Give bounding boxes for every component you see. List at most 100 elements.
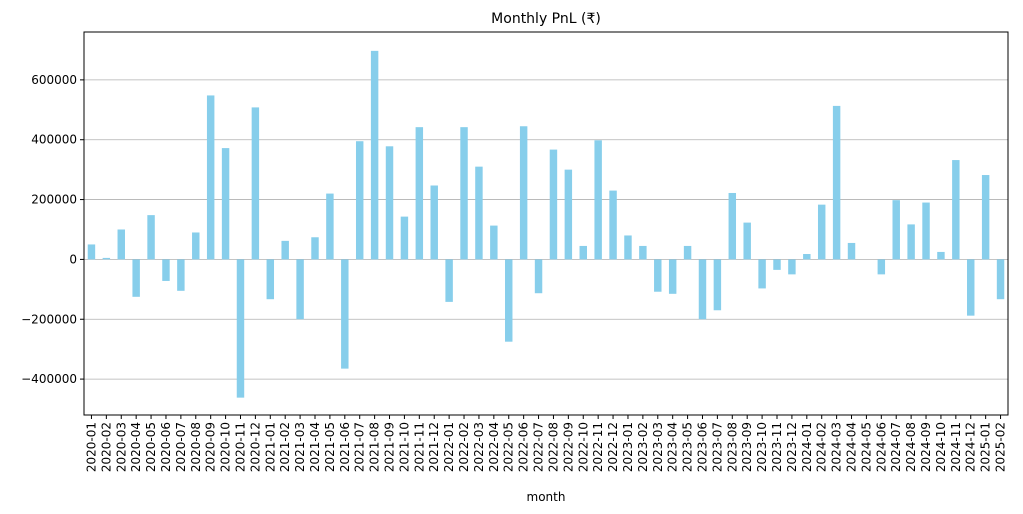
y-tick-label: 400000 bbox=[31, 133, 77, 147]
bar bbox=[102, 257, 111, 260]
bar bbox=[639, 245, 647, 260]
x-tick-label: 2025-01 bbox=[979, 422, 993, 472]
bar bbox=[549, 149, 558, 260]
bar bbox=[236, 259, 245, 398]
bar bbox=[773, 259, 781, 270]
x-tick-label: 2022-02 bbox=[457, 422, 471, 472]
x-tick-label: 2022-12 bbox=[606, 422, 620, 472]
x-tick-label: 2022-11 bbox=[591, 422, 605, 472]
x-tick-label: 2023-12 bbox=[785, 422, 799, 472]
bar bbox=[952, 160, 960, 260]
bar bbox=[221, 148, 230, 260]
x-axis: 2020-01 2020-02 2020-03 2020-04 2020-05 2020-… bbox=[84, 415, 1008, 472]
x-tick-label: 2023-01 bbox=[621, 422, 635, 472]
bar bbox=[370, 50, 379, 260]
bar bbox=[192, 232, 200, 260]
x-tick-label: 2023-07 bbox=[710, 422, 724, 472]
x-tick-label: 2022-10 bbox=[576, 422, 590, 472]
x-tick-label: 2023-11 bbox=[770, 422, 784, 472]
bar bbox=[594, 140, 602, 260]
bar bbox=[251, 107, 260, 260]
x-tick-label: 2022-08 bbox=[546, 422, 560, 472]
x-tick-label: 2021-03 bbox=[293, 422, 307, 472]
bar bbox=[147, 215, 155, 260]
x-tick-label: 2024-01 bbox=[800, 422, 814, 472]
bar bbox=[624, 235, 632, 260]
bar bbox=[654, 259, 662, 292]
x-tick-label: 2023-06 bbox=[695, 422, 709, 472]
bar bbox=[445, 259, 453, 302]
bar bbox=[981, 175, 990, 260]
x-tick-label: 2021-04 bbox=[308, 422, 322, 472]
bar bbox=[788, 259, 796, 275]
x-tick-label: 2021-08 bbox=[368, 422, 382, 472]
x-tick-label: 2022-07 bbox=[532, 422, 546, 472]
bars-group bbox=[87, 50, 1005, 398]
bar bbox=[907, 224, 915, 260]
x-tick-label: 2024-10 bbox=[934, 422, 948, 472]
x-tick-label: 2021-11 bbox=[412, 422, 426, 472]
x-tick-label: 2021-10 bbox=[397, 422, 411, 472]
bar bbox=[817, 204, 826, 260]
bar bbox=[87, 244, 96, 260]
bar bbox=[475, 166, 483, 260]
bar bbox=[355, 141, 364, 260]
bar bbox=[430, 185, 438, 260]
bar bbox=[117, 229, 125, 260]
chart-title: Monthly PnL (₹) bbox=[491, 11, 601, 27]
x-tick-label: 2024-06 bbox=[874, 422, 888, 472]
x-tick-label: 2024-11 bbox=[949, 422, 963, 472]
x-tick-label: 2023-04 bbox=[666, 422, 680, 472]
x-tick-label: 2023-09 bbox=[740, 422, 754, 472]
x-tick-label: 2020-11 bbox=[233, 422, 247, 472]
bar bbox=[698, 259, 707, 320]
bar bbox=[460, 127, 468, 260]
x-tick-label: 2020-09 bbox=[204, 422, 218, 472]
bar bbox=[519, 126, 528, 260]
y-tick-label: 200000 bbox=[31, 193, 77, 207]
y-axis: −400000 −200000 0 200000 400000 600000 bbox=[21, 73, 84, 386]
x-tick-label: 2021-05 bbox=[323, 422, 337, 472]
x-tick-label: 2022-03 bbox=[472, 422, 486, 472]
bar bbox=[132, 259, 140, 297]
x-tick-label: 2024-02 bbox=[815, 422, 829, 472]
x-tick-label: 2024-04 bbox=[845, 422, 859, 472]
x-tick-label: 2022-09 bbox=[561, 422, 575, 472]
x-tick-label: 2021-07 bbox=[353, 422, 367, 472]
x-tick-label: 2021-06 bbox=[338, 422, 352, 472]
x-tick-label: 2023-10 bbox=[755, 422, 769, 472]
x-tick-label: 2021-01 bbox=[263, 422, 277, 472]
bar bbox=[490, 225, 498, 260]
bar bbox=[922, 202, 930, 260]
y-tick-label: −200000 bbox=[21, 312, 77, 326]
bar bbox=[281, 240, 289, 260]
bar bbox=[415, 127, 424, 260]
bar bbox=[713, 259, 722, 311]
bar bbox=[683, 245, 692, 260]
y-tick-label: 600000 bbox=[31, 73, 77, 87]
x-tick-label: 2020-04 bbox=[129, 422, 143, 472]
x-tick-label: 2022-05 bbox=[502, 422, 516, 472]
bar bbox=[892, 200, 900, 260]
bar bbox=[996, 259, 1005, 300]
bar bbox=[743, 222, 751, 260]
x-tick-label: 2020-03 bbox=[114, 422, 128, 472]
plot-frame bbox=[83, 31, 1009, 416]
x-tick-label: 2024-07 bbox=[889, 422, 903, 472]
bar bbox=[505, 259, 513, 342]
bar bbox=[177, 259, 185, 291]
bar bbox=[311, 237, 319, 260]
x-tick-label: 2023-03 bbox=[651, 422, 665, 472]
x-tick-label: 2024-05 bbox=[859, 422, 873, 472]
x-tick-label: 2020-05 bbox=[144, 422, 158, 472]
bar bbox=[967, 259, 975, 316]
y-tick-label: 0 bbox=[69, 252, 77, 266]
x-tick-label: 2023-02 bbox=[636, 422, 650, 472]
bar bbox=[668, 259, 677, 294]
bar bbox=[326, 193, 334, 260]
bar bbox=[847, 242, 856, 260]
x-tick-label: 2020-10 bbox=[219, 422, 233, 472]
bar bbox=[803, 254, 811, 260]
bar bbox=[728, 192, 737, 260]
